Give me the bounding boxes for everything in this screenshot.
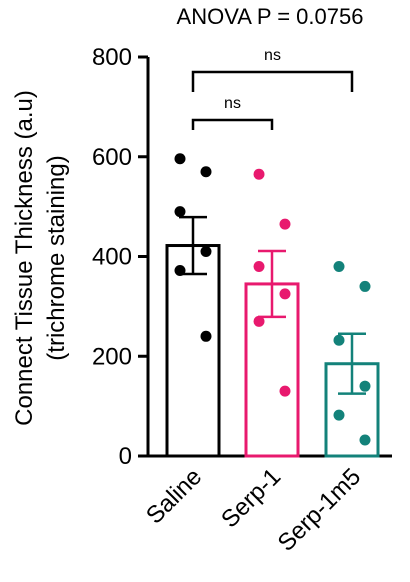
data-point-serp-1m5-5	[333, 409, 345, 421]
bar-saline	[165, 244, 221, 458]
data-point-saline-3	[174, 206, 186, 218]
data-point-serp-1m5-3	[333, 334, 345, 346]
x-tick-label-saline: Saline	[141, 463, 207, 529]
data-point-saline-5	[174, 264, 186, 276]
data-point-saline-2	[200, 166, 212, 178]
data-point-serp-1-3	[253, 260, 265, 272]
data-point-serp-1-1	[253, 168, 265, 180]
significance-label-2: ns	[264, 47, 281, 64]
data-point-serp-1-4	[279, 288, 291, 300]
data-point-serp-1m5-1	[333, 260, 345, 272]
chart-title: ANOVA P = 0.0756	[177, 4, 364, 29]
data-point-saline-4	[200, 246, 212, 258]
y-axis-title-line2: (trichrome staining)	[43, 155, 70, 360]
data-point-serp-1-6	[279, 385, 291, 397]
data-point-serp-1-2	[279, 218, 291, 230]
x-tick-label-serp-1: Serp-1	[216, 463, 286, 533]
y-tick-label-200: 200	[92, 343, 132, 370]
significance-bracket-1	[191, 118, 274, 130]
y-axis-title-line1: Connect Tissue Thickness (a.u)	[11, 90, 38, 426]
data-point-serp-1m5-2	[359, 280, 371, 292]
x-tick-label-serp-1m5: Serp-1m5	[273, 463, 367, 557]
significance-bracket-2	[191, 70, 354, 92]
y-tick-label-800: 800	[92, 44, 132, 71]
data-point-serp-1-5	[253, 315, 265, 327]
data-point-saline-1	[174, 153, 186, 165]
significance-label-1: ns	[224, 95, 241, 112]
y-tick-label-600: 600	[92, 144, 132, 171]
y-axis-title: Connect Tissue Thickness (a.u) (trichrom…	[11, 90, 70, 426]
data-point-serp-1m5-6	[359, 434, 371, 446]
data-point-serp-1m5-4	[359, 380, 371, 392]
y-tick-label-0: 0	[119, 443, 132, 470]
y-tick-label-400: 400	[92, 244, 132, 271]
data-point-saline-6	[200, 330, 212, 342]
